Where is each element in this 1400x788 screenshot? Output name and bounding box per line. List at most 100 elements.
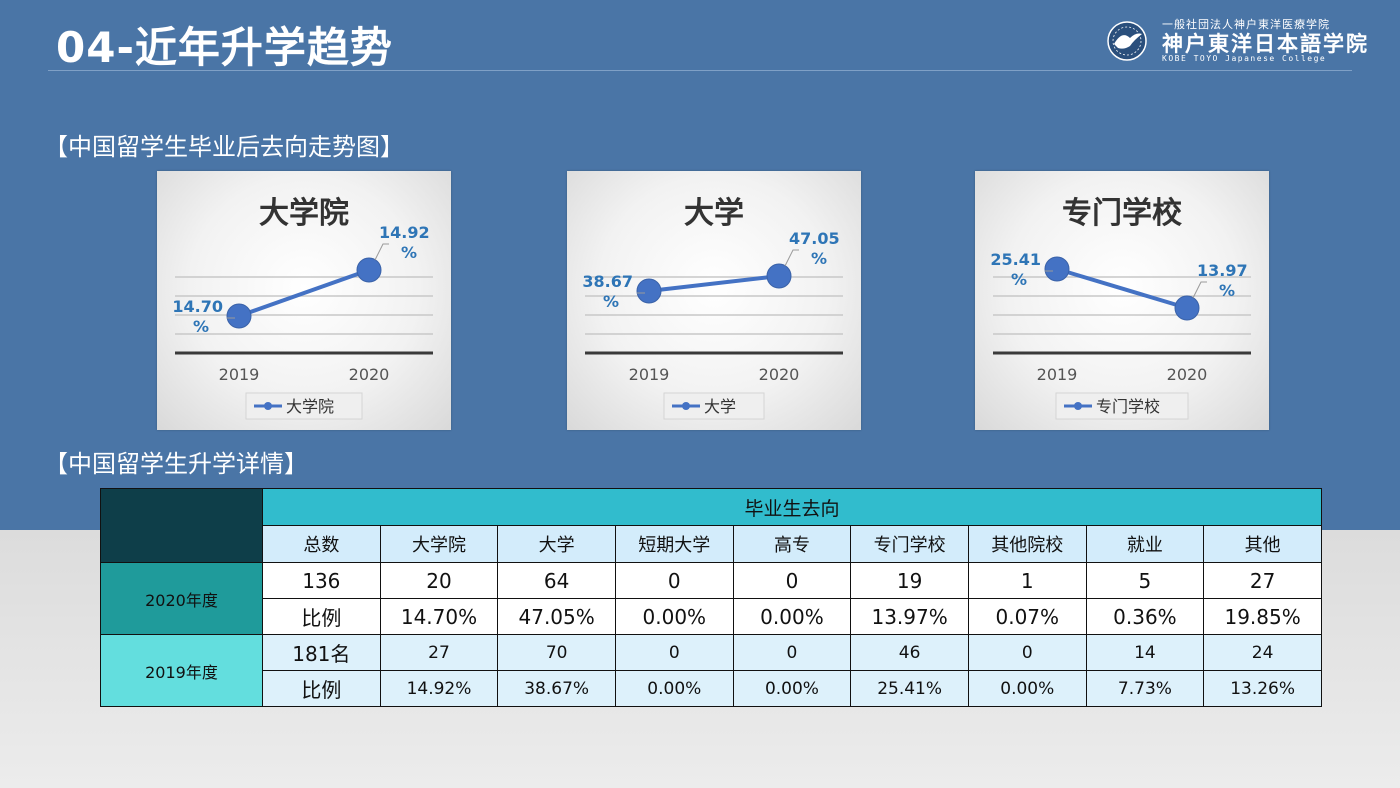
row-label-2019: 2019年度: [100, 634, 263, 707]
admission-detail-table: 毕业生去向 总数 大学院 大学 短期大学 高专 专门学校 其他院校 就业 其他 …: [100, 488, 1322, 707]
data-point: [1044, 256, 1070, 282]
table-cell: 181名: [262, 634, 381, 671]
table-cell: 0: [732, 634, 852, 671]
series-line: [238, 268, 370, 318]
table-cell: 0.00%: [732, 670, 852, 707]
table-row-2020-ratio: 比例 14.70% 47.05% 0.00% 0.00% 13.97% 0.07…: [100, 598, 1322, 635]
label-leader: [784, 249, 799, 267]
series-line: [1056, 267, 1188, 310]
table-row-2020-count: 2020年度 136 20 64 0 0 19 1 5 27: [100, 562, 1322, 635]
label-leader: [1192, 281, 1207, 299]
title-divider: [48, 70, 1352, 71]
row-label-2020: 2020年度: [100, 562, 263, 635]
legend-label: 大学院: [286, 397, 334, 416]
data-point: [226, 303, 252, 329]
table-cell: 13.26%: [1203, 670, 1322, 707]
col-header-university: 大学: [497, 525, 616, 563]
table-cell: 14: [1085, 634, 1205, 671]
data-label: 14.70%: [172, 297, 223, 336]
table-cell: 0: [967, 634, 1087, 671]
table-cell: 19.85%: [1203, 598, 1322, 635]
x-tick-label: 2019: [219, 365, 260, 384]
line-chart-grad-school: 大学院 14.70 % 14.92 % 2019 2020 大学院: [172, 196, 433, 420]
table-cell: 比例: [262, 670, 381, 707]
table-cell: 0: [614, 634, 734, 671]
label-leader: [374, 243, 389, 261]
col-header-other-schools: 其他院校: [967, 525, 1087, 563]
x-tick-label: 2019: [629, 365, 670, 384]
x-tick-label: 2020: [349, 365, 390, 384]
detail-section-title: 【中国留学生升学详情】: [44, 450, 308, 478]
data-label: 13.97%: [1197, 261, 1248, 300]
legend-box: [245, 392, 363, 420]
col-header-employment: 就业: [1085, 525, 1205, 563]
table-cell: 0.00%: [732, 598, 852, 635]
chart-title: 大学院: [259, 196, 349, 231]
data-label: 38.67%: [582, 272, 633, 311]
col-header-junior-college: 短期大学: [614, 525, 734, 563]
legend-marker: [682, 402, 690, 410]
line-chart-vocational: 专门学校 25.41% 13.97 % 2019 2020 专门学校: [990, 196, 1251, 420]
col-header-technical-college: 高专: [732, 525, 852, 563]
table-cell: 比例: [262, 598, 381, 635]
table-cell: 0.07%: [967, 598, 1087, 635]
table-cell: 14.92%: [379, 670, 499, 707]
table-cell: 64: [497, 562, 616, 599]
table-cell: 0.00%: [614, 670, 734, 707]
table-row-2019-count: 2019年度 181名 27 70 0 0 46 0 14 24: [100, 634, 1322, 707]
chart-title: 大学: [684, 196, 744, 231]
table-cell: 5: [1085, 562, 1205, 599]
x-tick-label: 2019: [1037, 365, 1078, 384]
table-cell: 0.00%: [967, 670, 1087, 707]
col-header-grad-school: 大学院: [379, 525, 499, 563]
col-header-other: 其他: [1203, 525, 1322, 563]
college-logo: 一般社団法人神户東洋医療学院 神户東洋日本語学院 KOBE TOYO Japan…: [1106, 16, 1367, 64]
table-cell: 7.73%: [1085, 670, 1205, 707]
series-line: [648, 274, 780, 293]
data-point: [636, 278, 662, 304]
data-label: 47.05%: [789, 229, 840, 268]
legend-marker: [1074, 402, 1082, 410]
logo-english-name: KOBE TOYO Japanese College: [1162, 54, 1327, 63]
table-cell: 47.05%: [497, 598, 616, 635]
table-cell: 0: [732, 562, 852, 599]
x-tick-label: 2020: [1167, 365, 1208, 384]
data-point: [766, 263, 792, 289]
table-cell: 0: [614, 562, 734, 599]
table-cell: 20: [379, 562, 499, 599]
table-cell: 19: [850, 562, 969, 599]
table-cell: 24: [1203, 634, 1322, 671]
chart-title: 专门学校: [1062, 196, 1182, 231]
x-tick-label: 2020: [759, 365, 800, 384]
table-cell: 27: [1203, 562, 1322, 599]
table-cell: 0.00%: [614, 598, 734, 635]
line-chart-university: 大学 38.67 % 47.05 % 2019 2020 大学: [582, 196, 843, 420]
legend-label: 专门学校: [1096, 397, 1160, 416]
table-cell: 38.67%: [497, 670, 616, 707]
table-cell: 70: [497, 634, 616, 671]
chart-panel-vocational: 专门学校 25.41% 13.97% 2019 2020 专门学校: [975, 171, 1269, 430]
legend-label: 大学: [704, 397, 736, 416]
table-header-row: 总数 大学院 大学 短期大学 高专 专门学校 其他院校 就业 其他: [101, 525, 1322, 563]
logo-school-name: 神户東洋日本語学院: [1162, 31, 1369, 56]
page-title: 04-近年升学趋势: [56, 23, 393, 72]
data-point: [356, 257, 382, 283]
table-cell: 25.41%: [850, 670, 969, 707]
table-cell: 14.70%: [379, 598, 499, 635]
table-corner-cell: [100, 488, 263, 563]
legend-marker: [264, 402, 272, 410]
data-label: 25.41%: [990, 250, 1041, 289]
crane-emblem-icon: [1107, 21, 1147, 61]
trend-section-title: 【中国留学生毕业后去向走势图】: [44, 133, 404, 161]
col-header-total: 总数: [262, 525, 381, 563]
table-cell: 1: [967, 562, 1087, 599]
table-cell: 46: [850, 634, 969, 671]
table-group-header: 毕业生去向: [262, 488, 1322, 526]
chart-panel-grad-school: 大学院 14.70% 14.92% 2019 2020 大学院: [157, 171, 451, 430]
col-header-vocational: 专门学校: [850, 525, 969, 563]
table-row-2019-ratio: 比例 14.92% 38.67% 0.00% 0.00% 25.41% 0.00…: [100, 670, 1322, 707]
table-cell: 0.36%: [1085, 598, 1205, 635]
data-label: 14.92%: [379, 223, 430, 262]
chart-panel-university: 大学 38.67% 47.05% 2019 2020 大学: [567, 171, 861, 430]
table-cell: 13.97%: [850, 598, 969, 635]
